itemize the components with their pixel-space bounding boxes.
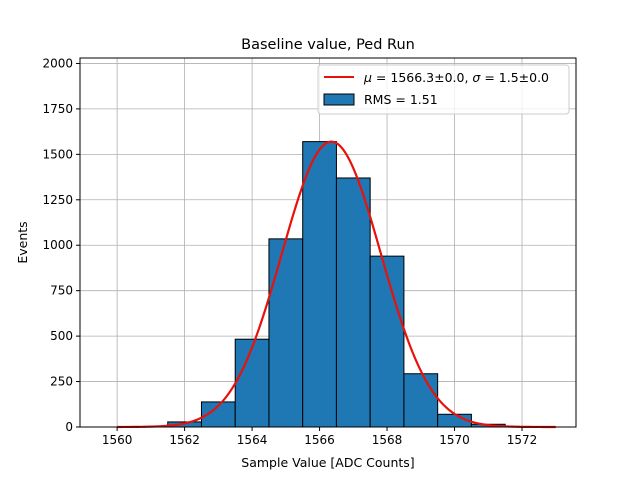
histogram-bar bbox=[268, 238, 304, 428]
y-tick-label: 1250 bbox=[42, 193, 73, 207]
x-tick-label: 1570 bbox=[439, 433, 470, 447]
histogram-bar bbox=[302, 141, 337, 428]
x-tick-label: 1560 bbox=[102, 433, 133, 447]
plot-frame bbox=[79, 57, 577, 428]
legend-hist-swatch bbox=[323, 93, 355, 106]
legend-mu-value: = 1566.3±0.0, bbox=[372, 70, 472, 85]
fit-curve bbox=[117, 140, 556, 429]
histogram-bar bbox=[403, 373, 439, 428]
y-tick-label: 500 bbox=[50, 329, 73, 343]
y-tick-label: 0 bbox=[65, 420, 73, 434]
y-tick-label: 1500 bbox=[42, 147, 73, 161]
legend-sigma-value: = 1.5±0.0 bbox=[480, 70, 549, 85]
histogram-bar bbox=[335, 177, 371, 428]
histogram-bars bbox=[167, 141, 506, 428]
y-tick-label: 1000 bbox=[42, 238, 73, 252]
x-axis-label: Sample Value [ADC Counts] bbox=[241, 455, 414, 470]
legend-mu-symbol: μ bbox=[363, 70, 372, 85]
legend-hist-label: RMS = 1.51 bbox=[364, 92, 438, 107]
y-tick-label: 1750 bbox=[42, 102, 73, 116]
chart-title: Baseline value, Ped Run bbox=[241, 37, 415, 53]
x-tick-label: 1568 bbox=[372, 433, 403, 447]
x-tick-label: 1562 bbox=[169, 433, 200, 447]
y-axis-ticks: 0 250 500 750 1000 1250 1500 1750 2000 bbox=[42, 56, 80, 434]
x-tick-label: 1566 bbox=[304, 433, 335, 447]
legend: μ = 1566.3±0.0, σ = 1.5±0.0 RMS = 1.51 bbox=[317, 64, 570, 115]
x-tick-label: 1564 bbox=[237, 433, 268, 447]
legend-box bbox=[317, 64, 570, 115]
y-axis-label: Events bbox=[15, 221, 30, 263]
y-tick-label: 250 bbox=[50, 375, 73, 389]
y-tick-label: 750 bbox=[50, 284, 73, 298]
gaussian-fit bbox=[117, 140, 556, 429]
y-tick-label: 2000 bbox=[42, 56, 73, 70]
legend-fit-label: μ = 1566.3±0.0, σ = 1.5±0.0 bbox=[363, 70, 549, 85]
x-axis-ticks: 1560 1562 1564 1566 1568 1570 1572 bbox=[102, 427, 537, 447]
legend-sigma-symbol: σ bbox=[472, 70, 481, 85]
histogram-bar bbox=[369, 255, 405, 428]
x-tick-label: 1572 bbox=[507, 433, 538, 447]
histogram-bar bbox=[234, 338, 270, 428]
